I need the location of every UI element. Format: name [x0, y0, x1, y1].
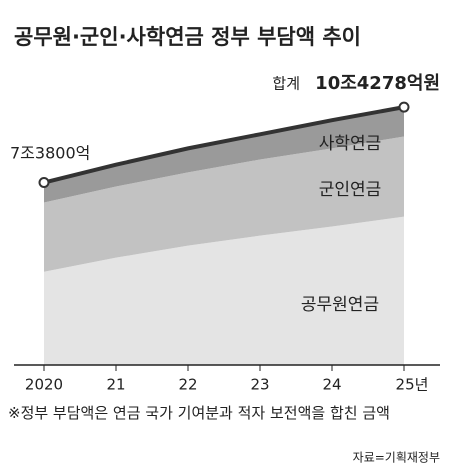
- end-prefix: 합계: [272, 75, 300, 93]
- source: 자료=기획재정부: [353, 451, 440, 465]
- start-annotation: 7조3800억: [10, 144, 90, 163]
- end-annotation: 10조4278억원: [315, 73, 440, 94]
- x-tick-label: 25년: [396, 376, 429, 394]
- series-label: 사학연금: [319, 134, 382, 154]
- chart-title: 공무원·군인·사학연금 정부 부담액 추이: [14, 25, 361, 49]
- area: [44, 216, 404, 365]
- area: [44, 107, 404, 203]
- series-label: 군인연금: [319, 180, 382, 200]
- series-label: 공무원연금: [301, 295, 379, 315]
- x-tick-label: 21: [106, 376, 125, 394]
- footnote-box: ※정부 부담액은 연금 국가 기여분과 적자 보전액을 합친 금액: [8, 404, 390, 422]
- x-tick-label: 22: [178, 376, 197, 394]
- end-point: [38, 177, 50, 189]
- area: [44, 136, 404, 272]
- x-tick-label: 2020: [25, 376, 63, 394]
- x-tick-label: 24: [322, 376, 341, 394]
- end-point: [398, 101, 410, 113]
- footnote: ※정부 부담액은 연금 국가 기여분과 적자 보전액을 합친 금액: [8, 404, 390, 422]
- x-tick-label: 23: [250, 376, 269, 394]
- total-line: [43, 105, 405, 185]
